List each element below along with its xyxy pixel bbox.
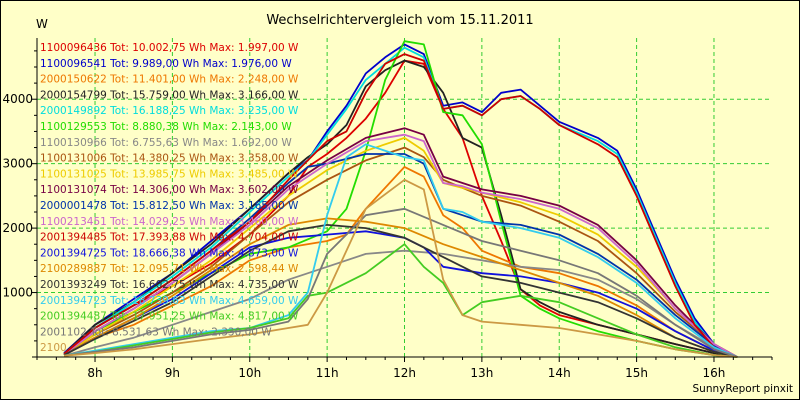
grid-lines [37,38,772,357]
series-line-2001393249 [63,223,738,358]
legend-entry: 2100 [40,342,67,354]
x-tick-label: 14h [548,366,571,380]
x-tick-label: 15h [625,366,648,380]
y-tick-label: 4000 [2,92,33,106]
legend-entry: 1100096436 Tot: 10.002,75 Wh Max: 1.997,… [40,42,299,54]
legend-entry: 1100213451 Tot: 14.029,25 Wh Max: 3.460,… [40,216,299,228]
x-tick-label: 10h [238,366,261,380]
series-line-1100130966 [63,249,738,358]
axes: 8h 9h 10h 11h 12h 13h 14h 15h 16h 1000 2000 3000 400… [2,38,773,380]
series-layer [63,40,738,358]
legend-entry: 2000150622 Tot: 11.401,00 Wh Max: 2.248,… [40,74,299,86]
legend-entry: 2001394725 Tot: 18.666,38 Wh Max: 4.873,… [40,247,299,259]
x-tick-label: 11h [316,366,339,380]
series-line-2001394487 [63,243,738,358]
y-axis-unit-label: W [36,17,48,31]
legend-entry: 2001102 Tot: 8.531,63 Wh Max: 2.330,00 W [40,326,272,338]
x-tick-label: 9h [165,366,180,380]
legend-entry: 1100131025 Tot: 13.985,75 Wh Max: 3.485,… [40,168,299,180]
chart-title: Wechselrichtervergleich vom 15.11.2011 [266,13,533,28]
y-tick-label: 2000 [2,221,33,235]
legend-entry: 1100131074 Tot: 14.306,00 Wh Max: 3.602,… [40,184,299,196]
y-tick-label: 3000 [2,157,33,171]
legend: 1100096436 Tot: 10.002,75 Wh Max: 1.997,… [40,42,299,354]
series-line-2100 [64,178,738,358]
series-line-2100289887 [63,217,738,358]
x-tick-label: 12h [393,366,416,380]
legend-entry: 1100096541 Tot: 9.989,00 Wh Max: 1.976,0… [40,58,292,70]
series-line-1100131006 [63,146,738,358]
series-line-1100131025 [63,136,738,358]
legend-entry: 2001393249 Tot: 16.602,75 Wh Max: 4.735,… [40,279,299,291]
legend-entry: 2001394723 Tot: 18.739,63 Wh Max: 4.659,… [40,295,299,307]
legend-entry: 1100131006 Tot: 14.380,25 Wh Max: 3.358,… [40,153,299,165]
x-tick-label: 16h [703,366,726,380]
y-tick-label: 1000 [2,286,33,300]
x-tick-label: 13h [470,366,493,380]
legend-entry: 2100289887 Tot: 12.095,71 Wh Max: 2.598,… [40,263,299,275]
footer-credit: SunnyReport pinxit [693,383,793,395]
legend-entry: 2000001478 Tot: 15.812,50 Wh Max: 3.165,… [40,200,299,212]
series-line-1100213451 [63,133,738,358]
legend-entry: 2001394485 Tot: 17.393,88 Wh Max: 4.704,… [40,232,299,244]
series-line-2001394485 [63,53,738,358]
x-tick-label: 8h [87,366,102,380]
legend-entry: 2000154799 Tot: 15.759,00 Wh Max: 3.166,… [40,89,299,101]
series-line-2000150622 [63,165,738,358]
legend-entry: 1100130966 Tot: 6.755,63 Wh Max: 1.692,0… [40,137,292,149]
legend-entry: 2001394487 Tot: 17.951,25 Wh Max: 4.817,… [40,311,299,323]
legend-entry: 1100129553 Tot: 8.880,38 Wh Max: 2.143,0… [40,121,292,133]
series-line-2000154799 [63,59,738,358]
legend-entry: 2000149892 Tot: 16.188,25 Wh Max: 3.235,… [40,105,299,117]
series-line-2001394723 [63,143,738,358]
series-line-2001102 [63,207,738,358]
